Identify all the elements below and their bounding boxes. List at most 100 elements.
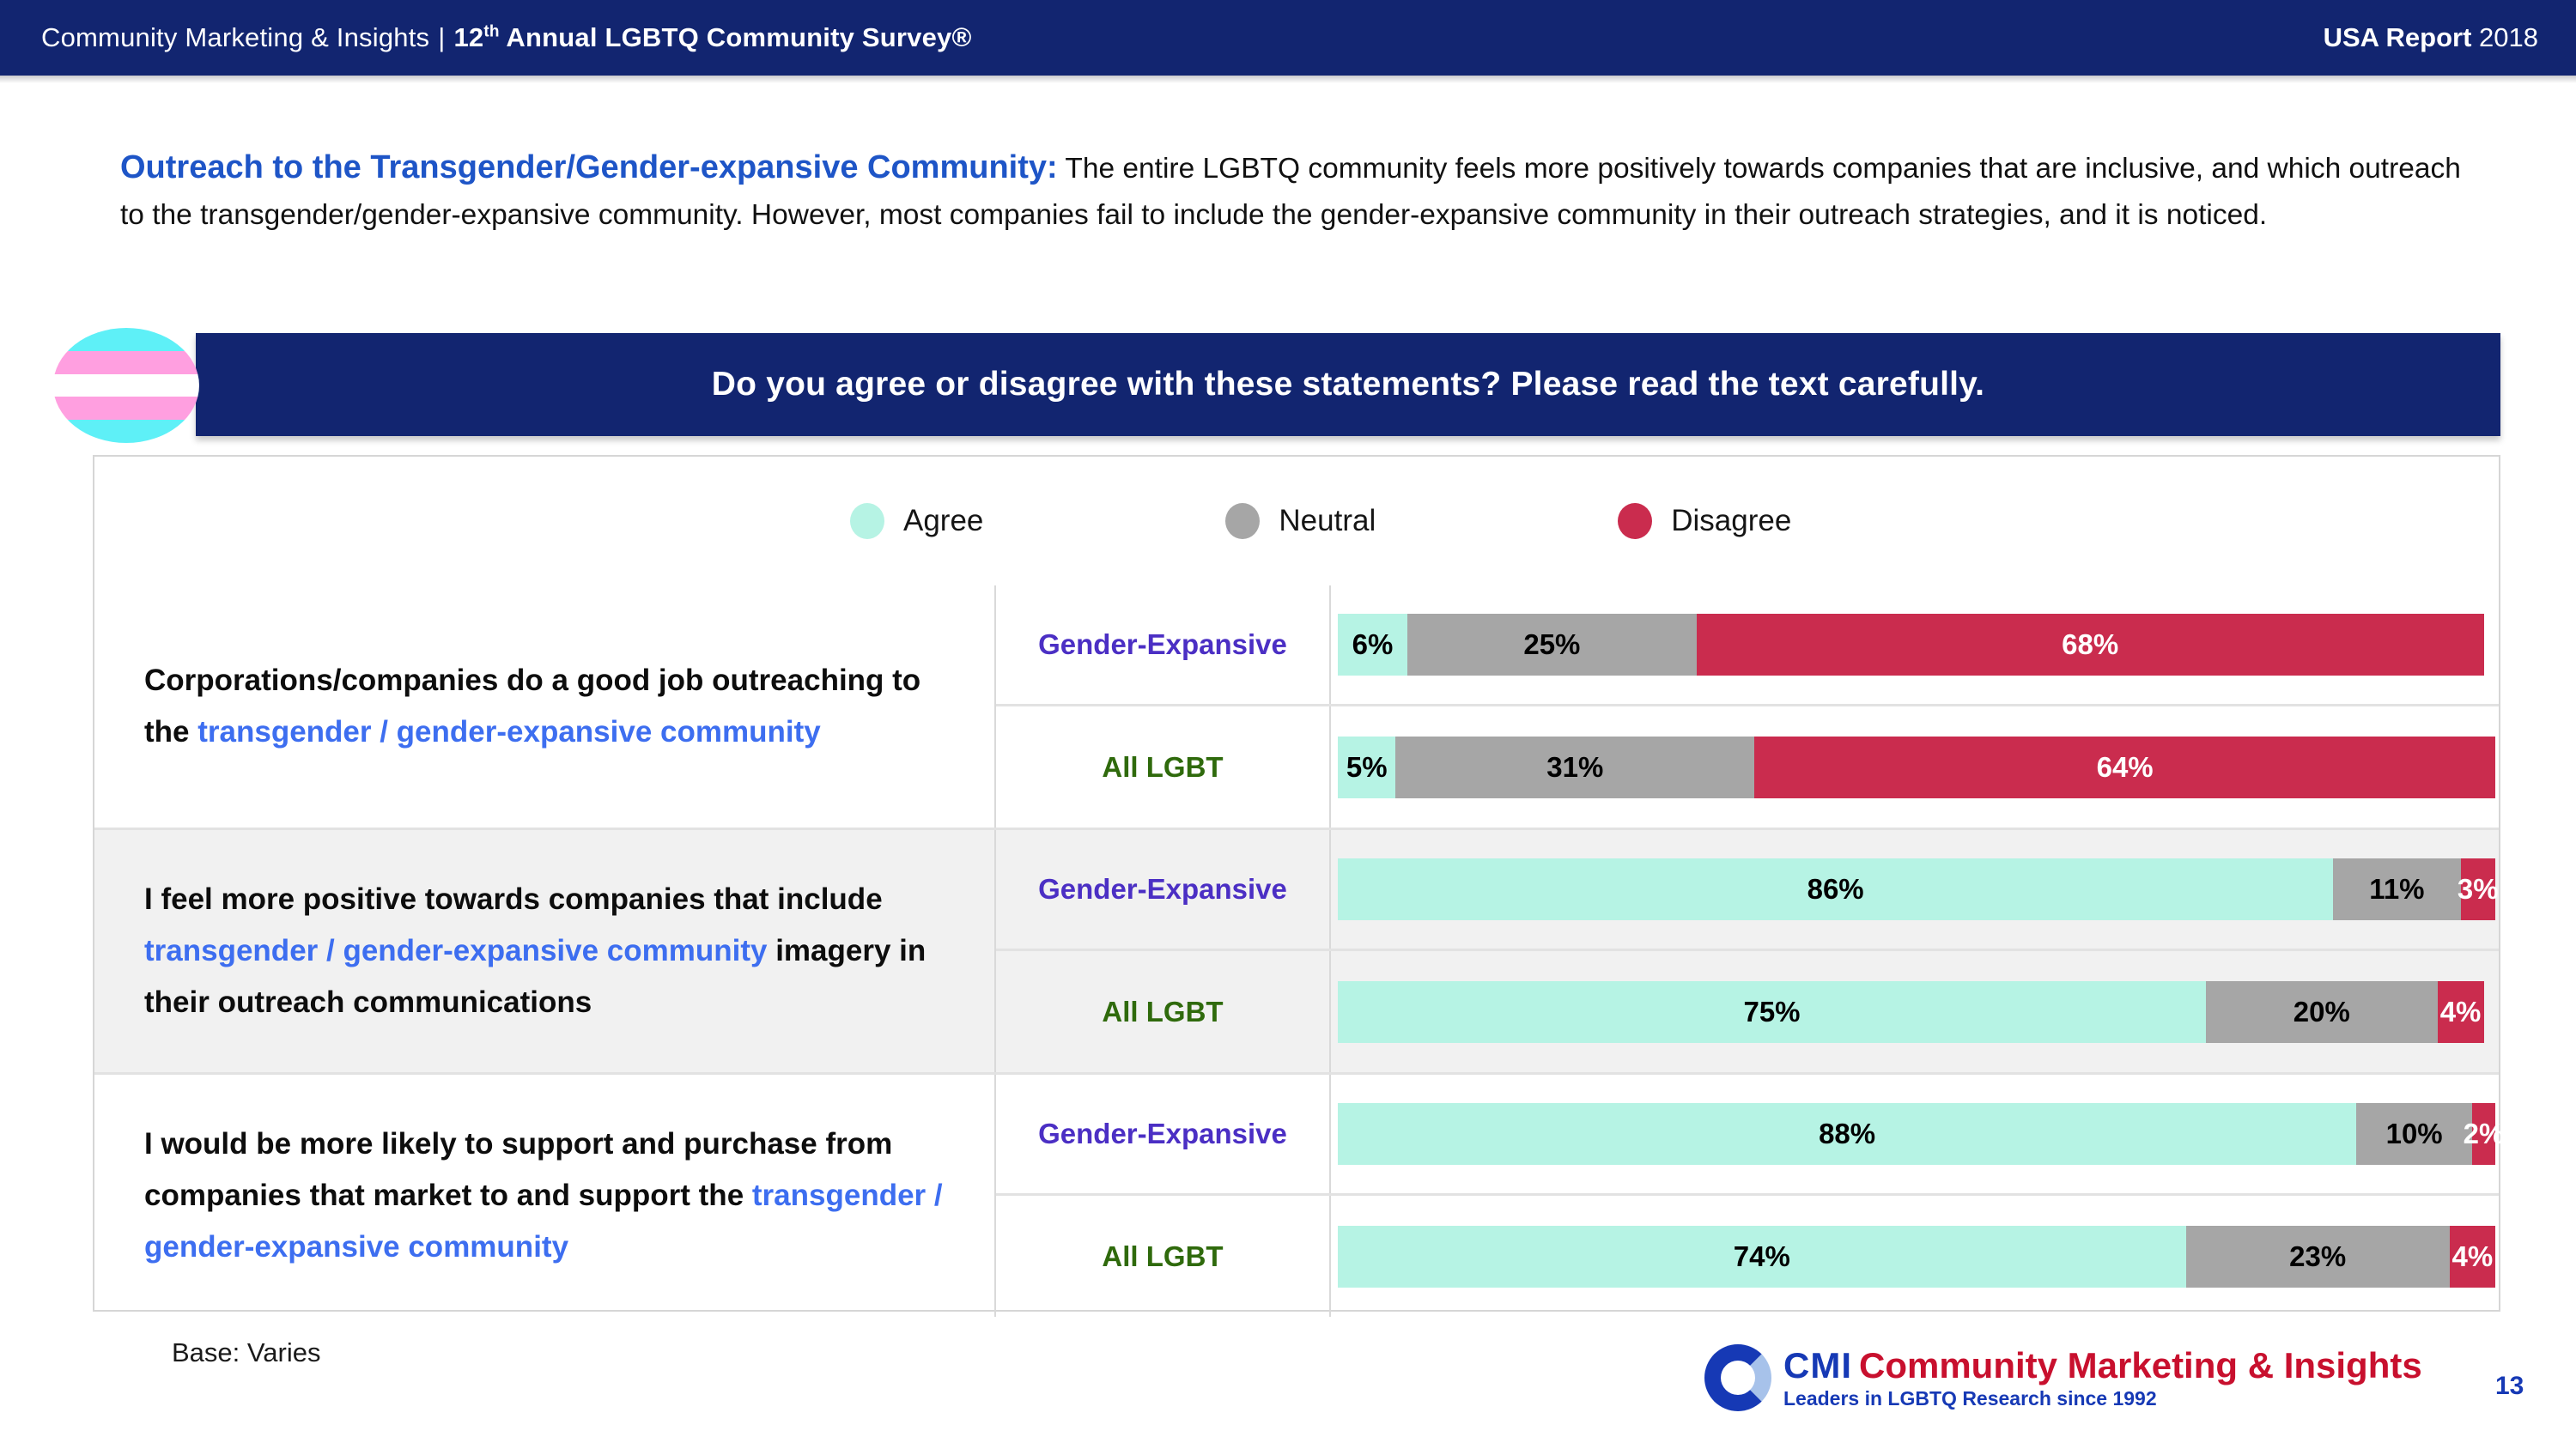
chart-row: Gender-Expansive 88% 10% 2% — [996, 1075, 2504, 1196]
flag-stripe-cyan-bottom — [53, 420, 199, 443]
cmi-logo-abbr: CMI — [1783, 1344, 1852, 1385]
bar-value-label: 25% — [1523, 628, 1581, 660]
bar-value-label: 68% — [2062, 628, 2119, 660]
bar-segment-agree: 6% — [1338, 614, 1407, 676]
stacked-bar: 86% 11% 3% — [1338, 858, 2499, 920]
bar-value-label: 2% — [2463, 1118, 2505, 1149]
bar-value-label: 74% — [1733, 1240, 1790, 1272]
statement-highlight-text: transgender / gender-expansive community — [144, 1179, 943, 1264]
top-header-bar: Community Marketing & Insights | 12th Annu… — [0, 0, 2576, 76]
chart-legend: Agree Neutral Disagree — [93, 455, 2500, 585]
legend-swatch-disagree-icon — [1618, 503, 1653, 539]
bar-segment-disagree: 2% — [2464, 1103, 2504, 1165]
header-report-label: USA Report 2018 — [2324, 22, 2538, 53]
statement-plain-text: imagery in their outreach communications — [144, 934, 927, 1019]
bar-segment-neutral: 10% — [2356, 1103, 2473, 1165]
stacked-bar: 88% 10% 2% — [1338, 1103, 2504, 1165]
cmi-logo-name: Community Marketing & Insights — [1859, 1344, 2422, 1385]
bar-value-label: 31% — [1546, 750, 1604, 783]
legend-label-neutral: Neutral — [1279, 504, 1376, 537]
question-banner-text: Do you agree or disagree with these stat… — [711, 366, 1985, 403]
flag-stripe-pink-top — [53, 350, 199, 374]
question-banner: Do you agree or disagree with these stat… — [196, 333, 2500, 436]
header-report-bold: USA Report — [2323, 22, 2472, 52]
flag-stripe-cyan-top — [53, 328, 199, 351]
chart-row: All LGBT 75% 20% 4% — [996, 951, 2499, 1072]
bar-value-label: 6% — [1352, 628, 1394, 660]
bar-segment-disagree: 64% — [1754, 736, 2495, 798]
group-label-gender-expansive: Gender-Expansive — [996, 830, 1331, 949]
stacked-bar: 5% 31% 64% — [1338, 736, 2495, 798]
chart-row: Gender-Expansive 6% 25% 68% — [996, 585, 2499, 706]
bar-segment-neutral: 31% — [1395, 736, 1755, 798]
statement-group: Corporations/companies do a good job out… — [94, 585, 2499, 830]
bar-segment-disagree: 4% — [2437, 980, 2484, 1043]
chart-row: All LGBT 5% 31% 64% — [996, 706, 2499, 828]
bar-container: 6% 25% 68% — [1331, 585, 2499, 704]
group-label-all-lgbt: All LGBT — [996, 1196, 1331, 1317]
bar-segment-agree: 75% — [1338, 980, 2206, 1043]
legend-label-disagree: Disagree — [1671, 504, 1792, 537]
stacked-bar: 6% 25% 68% — [1338, 614, 2495, 676]
cmi-logo-title: CMI Community Marketing & Insights — [1783, 1344, 2422, 1385]
statement-highlight-text: transgender / gender-expansive community — [144, 934, 768, 967]
bar-value-label: 4% — [2451, 1240, 2494, 1272]
bar-value-label: 86% — [1807, 873, 1864, 905]
group-label-all-lgbt: All LGBT — [996, 951, 1331, 1072]
bar-container: 74% 23% 4% — [1331, 1196, 2499, 1317]
legend-label-agree: Agree — [903, 504, 984, 537]
bar-segment-agree: 74% — [1338, 1225, 2186, 1288]
bar-segment-agree: 86% — [1338, 858, 2334, 920]
bar-value-label: 88% — [1819, 1118, 1876, 1149]
statement-text: I feel more positive towards companies t… — [94, 830, 996, 1072]
bar-container: 86% 11% 3% — [1331, 830, 2499, 949]
legend-item-disagree: Disagree — [1618, 503, 1791, 539]
group-label-all-lgbt: All LGBT — [996, 706, 1331, 828]
cmi-logo-tagline: Leaders in LGBTQ Research since 1992 — [1783, 1386, 2157, 1410]
bar-value-label: 3% — [2457, 873, 2499, 905]
stacked-bar: 74% 23% 4% — [1338, 1225, 2495, 1288]
header-brand: Community Marketing & Insights — [41, 22, 430, 52]
statement-group: I feel more positive towards companies t… — [94, 830, 2499, 1075]
header-survey-name: Annual LGBTQ Community Survey® — [499, 22, 972, 52]
header-report-year: 2018 — [2479, 22, 2538, 52]
bar-value-label: 23% — [2289, 1240, 2347, 1272]
header-brand-title: Community Marketing & Insights | 12th Annu… — [41, 22, 972, 53]
cmi-ring-icon — [1704, 1344, 1771, 1411]
series-column: Gender-Expansive 88% 10% 2% All LGBT 74% 23% 4% — [996, 1075, 2504, 1317]
flag-stripe-pink-bottom — [53, 397, 199, 421]
flag-stripe-white — [53, 373, 199, 397]
bar-segment-disagree: 4% — [2449, 1225, 2495, 1288]
bar-value-label: 4% — [2439, 995, 2482, 1028]
bar-value-label: 20% — [2293, 995, 2350, 1028]
legend-swatch-agree-icon — [850, 503, 884, 539]
bar-container: 88% 10% 2% — [1331, 1075, 2504, 1193]
group-label-gender-expansive: Gender-Expansive — [996, 1075, 1331, 1193]
bar-segment-disagree: 3% — [2458, 858, 2499, 920]
chart-row: Gender-Expansive 86% 11% 3% — [996, 830, 2499, 951]
statement-group: I would be more likely to support and pu… — [94, 1075, 2504, 1317]
statement-highlight-text: transgender / gender-expansive community — [197, 715, 821, 749]
statement-plain-text: I would be more likely to support and pu… — [144, 1127, 893, 1212]
intro-heading: Outreach to the Transgender/Gender-expan… — [120, 149, 1058, 185]
cmi-logo: CMI Community Marketing & Insights Leader… — [1704, 1344, 2422, 1411]
series-column: Gender-Expansive 6% 25% 68% All LGBT 5% 31% 64% — [996, 585, 2499, 828]
bar-segment-neutral: 23% — [2185, 1225, 2450, 1288]
legend-item-agree: Agree — [850, 503, 983, 539]
bar-value-label: 75% — [1743, 995, 1801, 1028]
bar-segment-neutral: 20% — [2206, 980, 2438, 1043]
bar-segment-neutral: 11% — [2333, 858, 2461, 920]
statement-plain-text: Corporations/companies do a good job out… — [144, 664, 921, 749]
chart-row: All LGBT 74% 23% 4% — [996, 1196, 2499, 1317]
bar-container: 5% 31% 64% — [1331, 706, 2499, 828]
statement-text: I would be more likely to support and pu… — [94, 1075, 996, 1317]
bar-segment-neutral: 25% — [1406, 614, 1697, 676]
intro-body: The entire LGBTQ community feels more po… — [120, 153, 2461, 231]
bar-segment-agree: 5% — [1338, 736, 1396, 798]
bar-segment-agree: 88% — [1338, 1103, 2357, 1165]
statement-plain-text: I feel more positive towards companies t… — [144, 882, 883, 916]
header-separator: | — [438, 22, 446, 52]
header-shadow — [0, 76, 2576, 83]
group-label-gender-expansive: Gender-Expansive — [996, 585, 1331, 704]
bar-value-label: 64% — [2096, 750, 2154, 783]
